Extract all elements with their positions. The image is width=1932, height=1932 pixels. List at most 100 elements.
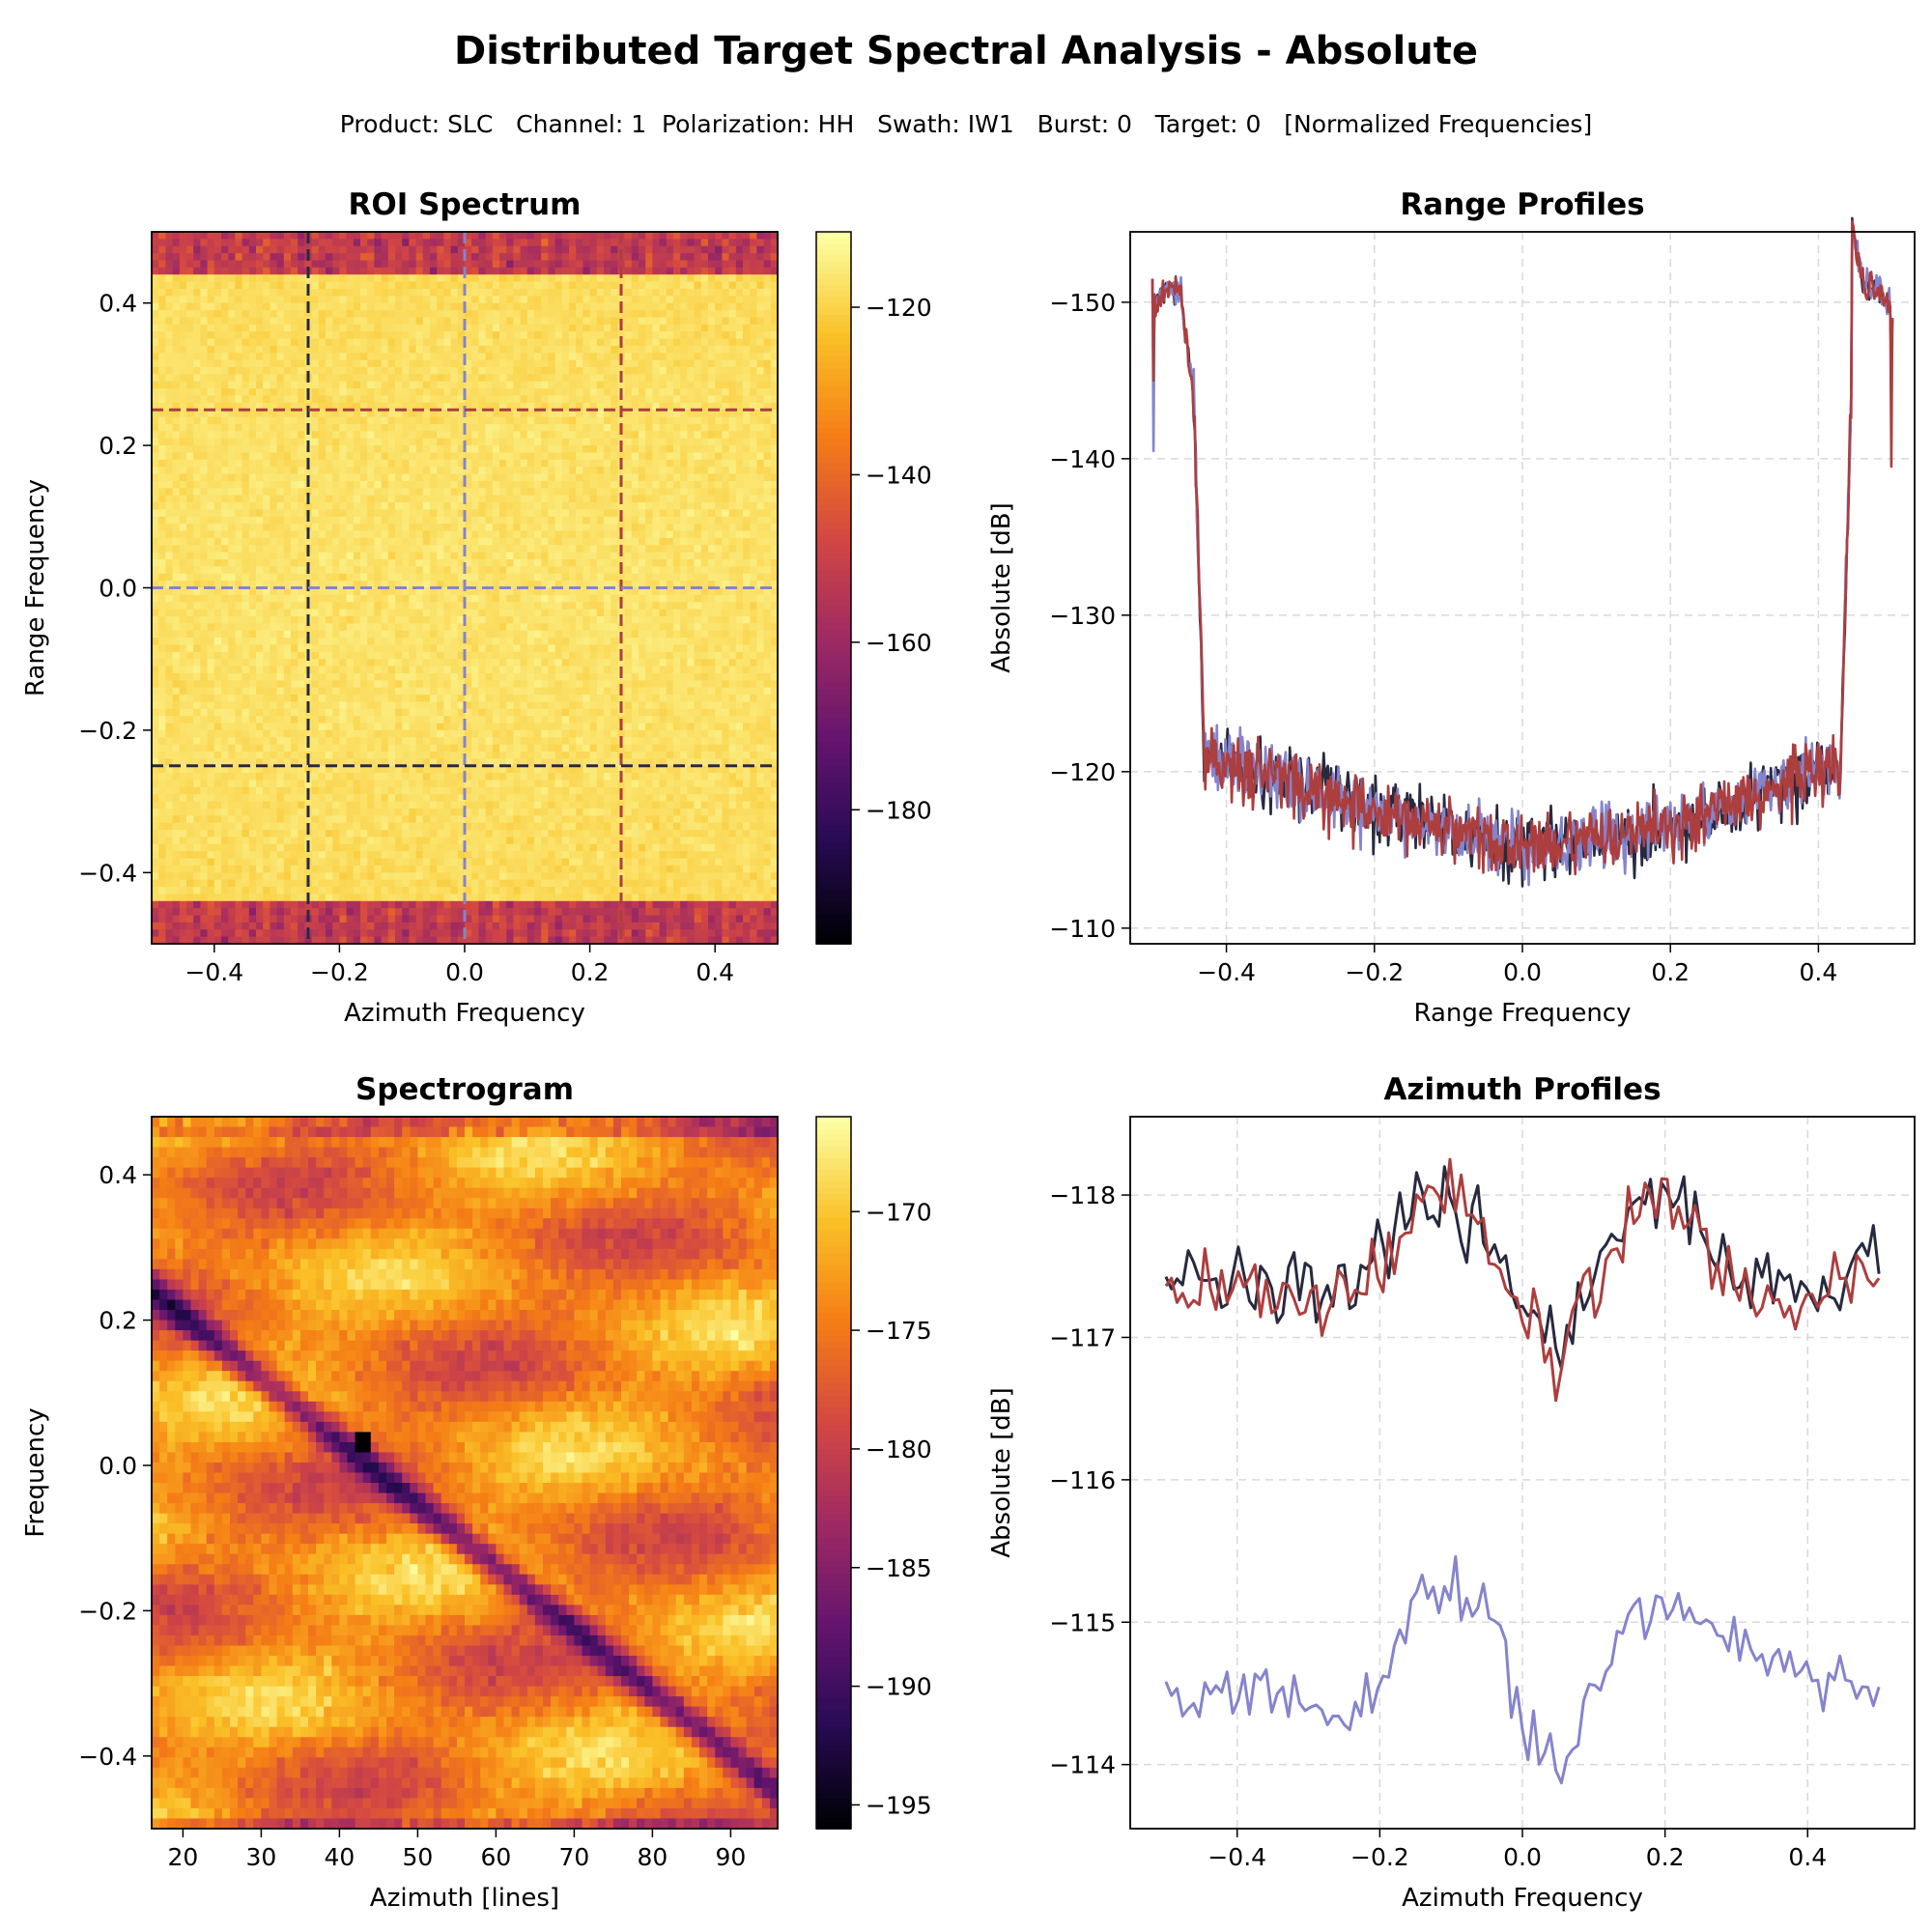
heatmap-cell	[506, 495, 514, 503]
heatmap-cell	[430, 388, 438, 397]
heatmap-cell	[700, 416, 709, 425]
heatmap-cell	[311, 317, 320, 326]
heatmap-cell	[687, 467, 696, 475]
heatmap-cell	[728, 296, 737, 304]
heatmap-cell	[437, 310, 444, 319]
heatmap-cell	[450, 260, 459, 269]
heatmap-cell	[298, 530, 305, 539]
heatmap-cell	[256, 388, 264, 397]
heatmap-cell	[395, 367, 403, 375]
heatmap-cell	[652, 609, 661, 617]
heatmap-cell	[631, 245, 639, 254]
heatmap-cell	[485, 288, 494, 297]
heatmap-cell	[318, 367, 327, 375]
heatmap-cell	[457, 495, 466, 503]
heatmap-cell	[381, 274, 389, 283]
heatmap-cell	[548, 302, 556, 311]
heatmap-cell	[499, 602, 507, 611]
heatmap-cell	[374, 459, 383, 468]
heatmap-cell	[318, 566, 327, 575]
heatmap-cell	[492, 445, 500, 454]
heatmap-cell	[576, 359, 583, 368]
heatmap-cell	[387, 559, 396, 567]
heatmap-cell	[457, 594, 466, 603]
heatmap-cell	[659, 367, 668, 375]
heatmap-cell	[624, 509, 633, 518]
heatmap-cell	[326, 395, 333, 404]
heatmap-cell	[659, 324, 668, 332]
heatmap-cell	[200, 374, 209, 383]
heatmap-cell	[415, 253, 424, 262]
heatmap-cell	[554, 573, 563, 582]
heatmap-cell	[381, 260, 389, 269]
heatmap-cell	[700, 367, 709, 375]
heatmap-cell	[242, 587, 250, 596]
heatmap-cell	[186, 281, 194, 290]
heatmap-cell	[276, 359, 285, 368]
heatmap-cell	[409, 530, 417, 539]
heatmap-cell	[750, 324, 757, 332]
heatmap-cell	[582, 587, 591, 596]
heatmap-cell	[513, 445, 522, 454]
heatmap-cell	[228, 232, 236, 240]
heatmap-cell	[506, 524, 514, 532]
heatmap-cell	[248, 288, 257, 297]
heatmap-cell	[332, 530, 340, 539]
heatmap-cell	[158, 374, 166, 383]
heatmap-cell	[374, 502, 383, 511]
heatmap-cell	[534, 609, 542, 617]
heatmap-cell	[652, 345, 661, 354]
heatmap-cell	[443, 573, 452, 582]
heatmap-cell	[554, 609, 563, 617]
heatmap-cell	[374, 253, 383, 262]
heatmap-cell	[513, 609, 522, 617]
heatmap-cell	[485, 281, 494, 290]
heatmap-cell	[326, 345, 333, 354]
heatmap-cell	[381, 338, 389, 347]
heatmap-cell	[228, 467, 236, 475]
heatmap-cell	[526, 452, 535, 461]
heatmap-cell	[471, 317, 479, 326]
heatmap-cell	[722, 438, 730, 446]
heatmap-cell	[624, 388, 633, 397]
heatmap-cell	[506, 438, 514, 446]
heatmap-cell	[513, 416, 522, 425]
heatmap-cell	[193, 232, 201, 240]
heatmap-cell	[415, 274, 424, 283]
heatmap-cell	[687, 288, 696, 297]
heatmap-cell	[165, 602, 174, 611]
heatmap-cell	[541, 566, 549, 575]
heatmap-cell	[666, 274, 674, 283]
heatmap-cell	[443, 395, 452, 404]
heatmap-cell	[437, 367, 444, 375]
heatmap-cell	[158, 431, 166, 440]
heatmap-cell	[694, 459, 702, 468]
heatmap-cell	[520, 260, 528, 269]
heatmap-cell	[221, 359, 229, 368]
heatmap-cell	[645, 467, 653, 475]
heatmap-cell	[639, 566, 646, 575]
heatmap-cell	[763, 245, 772, 254]
heatmap-cell	[659, 459, 668, 468]
heatmap-cell	[228, 296, 236, 304]
heatmap-cell	[346, 359, 355, 368]
heatmap-cell	[548, 480, 556, 489]
heatmap-cell	[291, 374, 298, 383]
heatmap-cell	[430, 296, 438, 304]
heatmap-cell	[700, 573, 709, 582]
heatmap-cell	[213, 338, 222, 347]
heatmap-cell	[291, 324, 298, 332]
heatmap-cell	[624, 552, 633, 560]
heatmap-cell	[165, 381, 174, 389]
heatmap-cell	[235, 274, 243, 283]
heatmap-cell	[213, 488, 222, 497]
heatmap-cell	[381, 374, 389, 383]
heatmap-cell	[673, 331, 681, 340]
heatmap-cell	[339, 552, 348, 560]
heatmap-cell	[179, 331, 187, 340]
heatmap-cell	[353, 537, 361, 546]
heatmap-cell	[422, 288, 431, 297]
heatmap-cell	[395, 516, 403, 525]
heatmap-cell	[200, 345, 209, 354]
heatmap-cell	[221, 274, 229, 283]
